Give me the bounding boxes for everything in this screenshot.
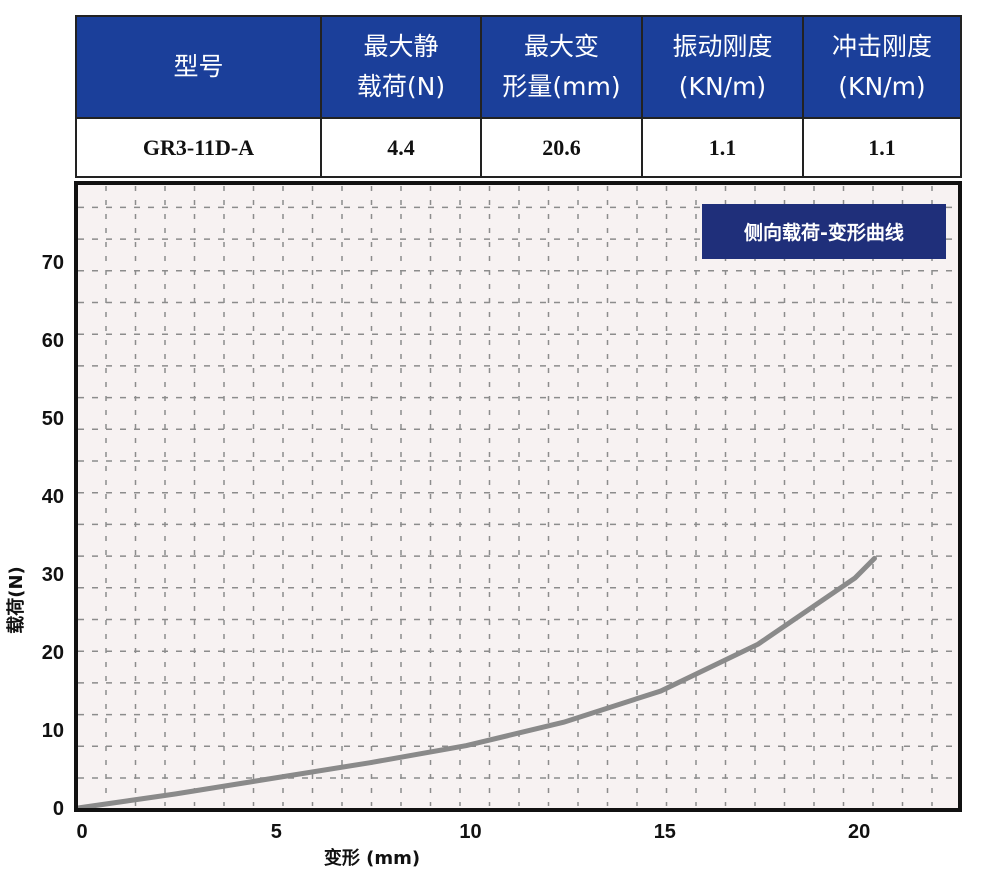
y-tick-label: 60 — [42, 330, 64, 352]
y-tick-label: 40 — [42, 486, 64, 508]
x-tick-label: 5 — [271, 821, 282, 843]
header-model: 型号 — [75, 15, 322, 119]
x-tick-label: 0 — [76, 821, 87, 843]
cell-impact-stiffness: 1.1 — [802, 117, 962, 178]
cell-max-static-load: 4.4 — [320, 117, 482, 178]
y-tick-label: 10 — [42, 720, 64, 742]
y-tick-label: 70 — [42, 252, 64, 274]
y-tick-label: 20 — [42, 642, 64, 664]
table-row: GR3-11D-A 4.4 20.6 1.1 1.1 — [75, 117, 962, 178]
y-tick-label: 30 — [42, 564, 64, 586]
y-tick-label: 0 — [53, 798, 64, 820]
x-ticks: 0 5 10 15 20 — [76, 821, 870, 843]
y-axis-label: 载荷(N) — [5, 566, 27, 634]
x-tick-label: 20 — [848, 821, 870, 843]
title-box — [702, 204, 946, 259]
header-vibration-stiffness: 振动刚度 (KN/m) — [641, 15, 804, 119]
y-ticks: 0 10 20 30 40 50 60 70 — [42, 252, 64, 820]
plot-frame — [74, 181, 962, 812]
header-impact-stiffness: 冲击刚度 (KN/m) — [802, 15, 962, 119]
header-max-deformation: 最大变 形量(mm) — [480, 15, 643, 119]
cell-max-deformation: 20.6 — [480, 117, 643, 178]
series-line — [75, 555, 877, 811]
chart-title: 侧向载荷-变形曲线 — [744, 221, 904, 244]
cell-model: GR3-11D-A — [75, 117, 322, 178]
y-tick-label: 50 — [42, 408, 64, 430]
x-tick-label: 10 — [459, 821, 481, 843]
spec-table: 型号 最大静 载荷(N) 最大变 形量(mm) 振动刚度 (KN/m) 冲击刚度… — [75, 15, 962, 178]
header-max-static-load: 最大静 载荷(N) — [320, 15, 482, 119]
spec-header-row: 型号 最大静 载荷(N) 最大变 形量(mm) 振动刚度 (KN/m) 冲击刚度… — [75, 15, 962, 119]
x-axis-label: 变形 (mm) — [324, 847, 420, 869]
x-tick-label: 15 — [654, 821, 676, 843]
cell-vibration-stiffness: 1.1 — [641, 117, 804, 178]
grid — [78, 186, 958, 806]
